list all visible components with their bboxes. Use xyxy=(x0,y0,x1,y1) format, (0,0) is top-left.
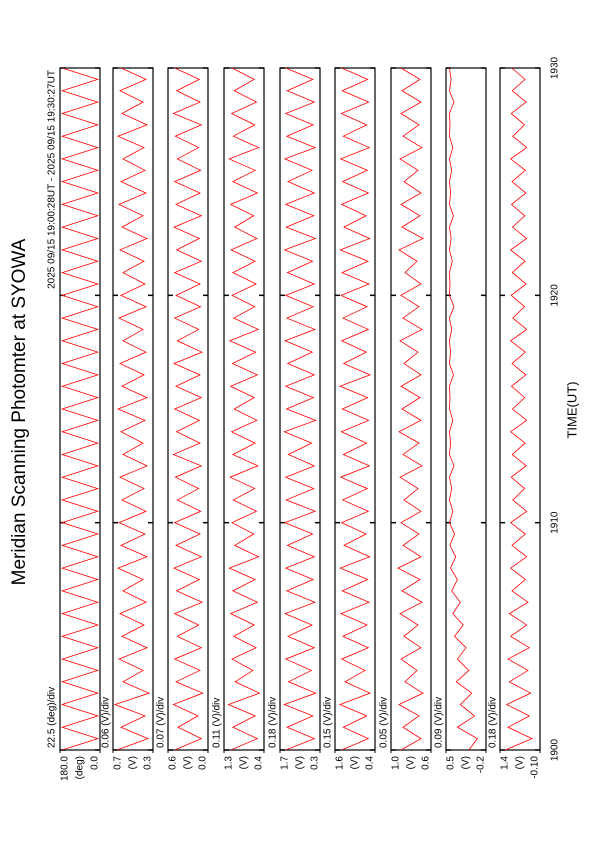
y-tick-label: 0.6 xyxy=(421,756,432,770)
y-tick-label: 0.6 xyxy=(168,756,179,770)
chart-title: Meridian Scanning Photomter at SYOWA xyxy=(9,238,30,585)
y-tick-label: 0.4 xyxy=(254,756,265,770)
y-tick-label: 0.4 xyxy=(365,756,376,770)
panel-scale-label: 0.18 (V)/div xyxy=(488,697,499,748)
y-tick-label: -0.2 xyxy=(476,756,487,774)
data-line xyxy=(397,67,424,751)
y-tick-label: 0.0 xyxy=(198,756,209,770)
data-line xyxy=(172,67,204,751)
panel-frame xyxy=(59,67,101,751)
data-line xyxy=(113,67,151,751)
chart-subtitle: 2025 09/15 19:00:28UT - 2025 09/15 19:30… xyxy=(47,70,58,289)
y-tick-label: 0.7 xyxy=(113,756,124,770)
y-unit-label: (V) xyxy=(239,756,250,769)
data-line xyxy=(449,67,479,751)
panel-scale-label: 0.07 (V)/div xyxy=(156,697,167,748)
panel-frame xyxy=(334,67,376,751)
y-tick-label: -0.10 xyxy=(530,756,541,779)
y-tick-label: 1.6 xyxy=(335,756,346,770)
y-tick-label: 0.0 xyxy=(90,756,101,770)
data-line xyxy=(505,67,533,751)
y-unit-label: (V) xyxy=(515,756,526,769)
y-tick-label: 180.0 xyxy=(60,756,71,781)
x-tick-label: 1930 xyxy=(550,56,561,79)
panel-frame xyxy=(445,67,487,751)
data-line xyxy=(283,67,317,751)
x-tick-label: 1900 xyxy=(550,738,561,761)
panel-scale-label: 0.09 (V)/div xyxy=(434,697,445,748)
data-line xyxy=(60,67,100,751)
y-tick-label: 0.3 xyxy=(143,756,154,770)
x-tick-label: 1910 xyxy=(550,511,561,534)
y-unit-label: (V) xyxy=(406,756,417,769)
panel-frame xyxy=(279,67,321,751)
y-tick-label: 1.4 xyxy=(500,756,511,770)
y-tick-label: 0.5 xyxy=(446,756,457,770)
y-unit-label: (deg) xyxy=(75,756,86,779)
panel-scale-label: 0.15 (V)/div xyxy=(323,697,334,748)
panel-scale-label: 0.18 (V)/div xyxy=(268,697,279,748)
y-tick-label: 0.3 xyxy=(310,756,321,770)
data-line xyxy=(338,67,372,751)
panel-scale-label: 22.5 (deg)/div xyxy=(47,687,58,748)
panel-scale-label: 0.05 (V)/div xyxy=(379,697,390,748)
y-unit-label: (V) xyxy=(350,756,361,769)
data-line xyxy=(227,67,261,751)
panel-scale-label: 0.06 (V)/div xyxy=(101,697,112,748)
y-unit-label: (V) xyxy=(461,756,472,769)
panel-frame xyxy=(167,67,209,751)
x-tick-label: 1920 xyxy=(550,284,561,307)
y-tick-label: 1.0 xyxy=(391,756,402,770)
y-unit-label: (V) xyxy=(183,756,194,769)
x-axis-label: TIME(UT) xyxy=(564,381,579,438)
panel-scale-label: 0.11 (V)/div xyxy=(212,698,223,748)
y-unit-label: (V) xyxy=(128,756,139,769)
y-tick-label: 1.3 xyxy=(224,756,235,770)
panel-frame xyxy=(223,67,265,751)
y-unit-label: (V) xyxy=(295,756,306,769)
panel-frame xyxy=(112,67,154,751)
rotated-chart: Meridian Scanning Photomter at SYOWA 202… xyxy=(9,56,579,781)
panel-frame xyxy=(390,67,432,751)
y-tick-label: 1.7 xyxy=(280,756,291,770)
panel-frame xyxy=(499,67,541,751)
